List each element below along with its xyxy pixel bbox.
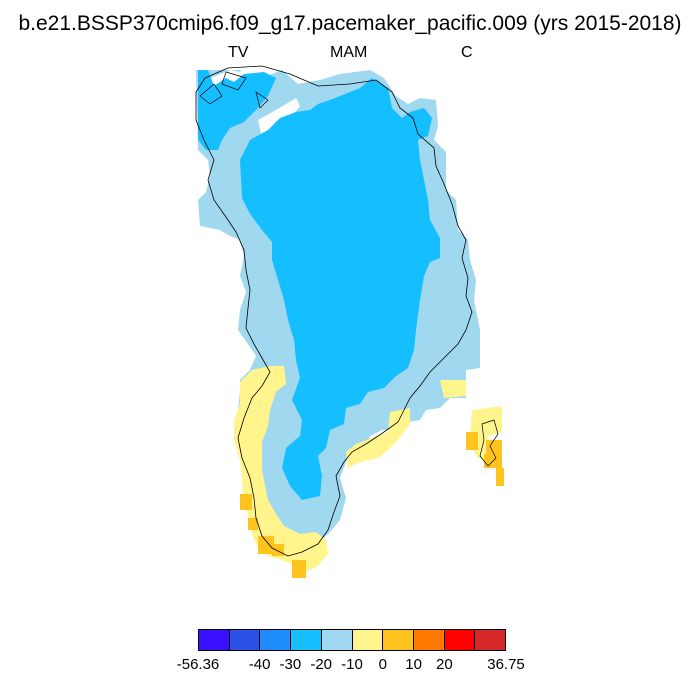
colorbar (198, 629, 506, 651)
colorbar-swatch-1 (229, 630, 261, 650)
map-region (440, 380, 466, 398)
map-region (258, 98, 300, 138)
colorbar-swatch-8 (444, 630, 476, 650)
colorbar-label: 0 (378, 656, 387, 673)
map-region (346, 408, 410, 468)
coastline-inner (199, 71, 269, 109)
colorbar-swatch-5 (352, 630, 384, 650)
colorbar-label: -20 (310, 656, 333, 673)
subtitle-season: MAM (330, 44, 368, 61)
coastline (195, 65, 473, 557)
subtitle-units: C (461, 44, 473, 61)
map-cell (466, 432, 478, 450)
map-region (240, 78, 440, 500)
colorbar-swatch-7 (413, 630, 445, 650)
map-cell (258, 536, 274, 554)
colorbar-label: -56.36 (176, 656, 220, 673)
colorbar-label: -10 (341, 656, 363, 673)
colorbar-swatch-0 (199, 630, 230, 650)
map-cell (272, 544, 284, 556)
colorbar-label: 20 (436, 656, 453, 673)
map-cell (292, 560, 306, 578)
subtitle-variable: TV (228, 44, 249, 61)
colorbar-label: 10 (405, 656, 422, 673)
colorbar-label: -30 (279, 656, 302, 673)
map-cell (486, 440, 502, 454)
colorbar-swatch-2 (260, 630, 292, 650)
map-field-cells (196, 70, 480, 578)
colorbar-swatch-4 (321, 630, 353, 650)
colorbar-label: 36.75 (487, 656, 525, 673)
east-island-coastline (479, 419, 499, 467)
map-cell (248, 518, 258, 530)
map-cell (240, 494, 252, 510)
colorbar-swatch-9 (475, 630, 506, 650)
colorbar-swatch-6 (383, 630, 414, 650)
colorbar-swatch-3 (291, 630, 322, 650)
plot-title: b.e21.BSSP370cmip6.f09_g17.pacemaker_pac… (18, 12, 682, 35)
map-region (198, 70, 276, 150)
east-island-cells (466, 406, 504, 486)
map-cell (496, 468, 504, 486)
colorbar-label: -40 (248, 656, 271, 673)
